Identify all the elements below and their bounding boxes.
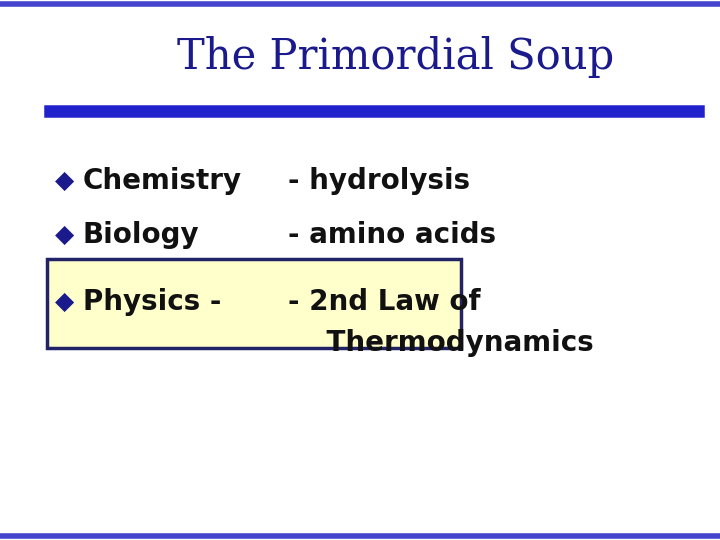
Text: The Primordial Soup: The Primordial Soup	[177, 36, 615, 78]
Text: ◆: ◆	[55, 291, 74, 314]
Text: Biology: Biology	[83, 221, 199, 249]
Text: - hydrolysis: - hydrolysis	[288, 167, 470, 195]
Text: ◆: ◆	[55, 223, 74, 247]
Text: ◆: ◆	[55, 169, 74, 193]
Text: Physics -: Physics -	[83, 288, 221, 316]
FancyBboxPatch shape	[47, 259, 461, 348]
Text: Thermodynamics: Thermodynamics	[288, 329, 594, 357]
Text: Chemistry: Chemistry	[83, 167, 242, 195]
Text: - 2nd Law of: - 2nd Law of	[288, 288, 481, 316]
Text: - amino acids: - amino acids	[288, 221, 496, 249]
